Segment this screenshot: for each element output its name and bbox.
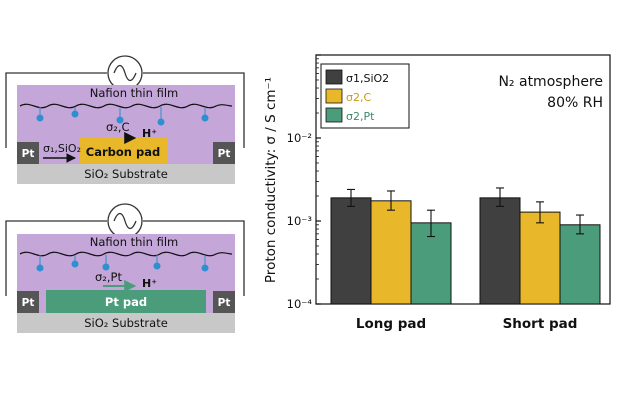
annotation-rh: 80% RH <box>547 95 603 111</box>
proton-label: H⁺ <box>142 127 157 140</box>
schematic-carbon-pad: SiO₂ Substrate Nafion thin film Pt Pt Ca… <box>5 55 245 184</box>
legend-swatch-1 <box>325 69 343 85</box>
ion-sites <box>36 107 209 126</box>
pt-pad <box>46 290 206 313</box>
pt-electrode-right-label: Pt <box>218 297 231 309</box>
x-axis: Long pad Short pad <box>356 316 578 332</box>
pt-electrode-left <box>17 291 39 313</box>
x-tick-label: Long pad <box>356 316 426 332</box>
pt-electrode-left-label: Pt <box>22 148 35 160</box>
plot-frame <box>315 54 611 305</box>
sigma-pt-label: σ₂,Pt <box>95 270 122 284</box>
substrate <box>17 313 235 333</box>
legend-swatch-2 <box>325 88 343 104</box>
pt-electrode-right <box>213 291 235 313</box>
ac-source-icon <box>107 203 143 239</box>
film-label: Nafion thin film <box>90 86 178 100</box>
bar <box>330 197 372 305</box>
bar <box>519 211 561 305</box>
pt-electrode-right <box>213 142 235 164</box>
polymer-chain <box>19 103 233 109</box>
pt-electrode-left-label: Pt <box>22 297 35 309</box>
legend: σ1,SiO2 σ2,C σ2,Pt <box>320 63 410 129</box>
substrate-label: SiO₂ Substrate <box>84 167 168 181</box>
pt-electrode-right-label: Pt <box>218 148 231 160</box>
substrate-label: SiO₂ Substrate <box>84 316 168 330</box>
legend-label-1: σ1,SiO2 <box>346 72 389 85</box>
circuit-wire <box>5 220 245 296</box>
chart: 10⁻⁴ 10⁻³ 10⁻² Long pad Short pad Proton co… <box>263 54 611 332</box>
y-tick-label: 10⁻² <box>287 131 312 145</box>
pt-pad-label: Pt pad <box>105 295 147 309</box>
ac-source-icon <box>107 55 143 91</box>
sigma-c-label: σ₂,C <box>106 120 130 134</box>
y-tick-label: 10⁻⁴ <box>287 297 313 311</box>
polymer-chain <box>19 251 233 257</box>
pt-electrode-left <box>17 142 39 164</box>
film-label: Nafion thin film <box>90 235 178 249</box>
bar <box>479 197 521 305</box>
carbon-pad-label: Carbon pad <box>86 145 160 159</box>
y-tick-label: 10⁻³ <box>287 214 313 228</box>
bars <box>330 187 601 305</box>
annotation-atmosphere: N₂ atmosphere <box>498 74 603 90</box>
y-axis-label: Proton conductivity: σ / S cm⁻¹ <box>263 77 279 283</box>
legend-swatch-3 <box>325 107 343 123</box>
circuit-wire <box>5 72 245 148</box>
x-tick-label: Short pad <box>503 316 578 332</box>
legend-label-2: σ2,C <box>346 91 371 104</box>
legend-label-3: σ2,Pt <box>346 110 375 123</box>
ion-sites <box>36 255 209 272</box>
y-axis: 10⁻⁴ 10⁻³ 10⁻² <box>287 54 321 311</box>
bar <box>559 224 601 305</box>
schematic-pt-pad: SiO₂ Substrate Nafion thin film Pt Pt Pt… <box>5 203 245 333</box>
substrate <box>17 164 235 184</box>
bar <box>370 200 412 305</box>
sigma-sio2-label: σ₁,SiO₂ <box>43 142 81 155</box>
carbon-pad <box>80 138 167 164</box>
proton-label: H⁺ <box>142 277 157 290</box>
